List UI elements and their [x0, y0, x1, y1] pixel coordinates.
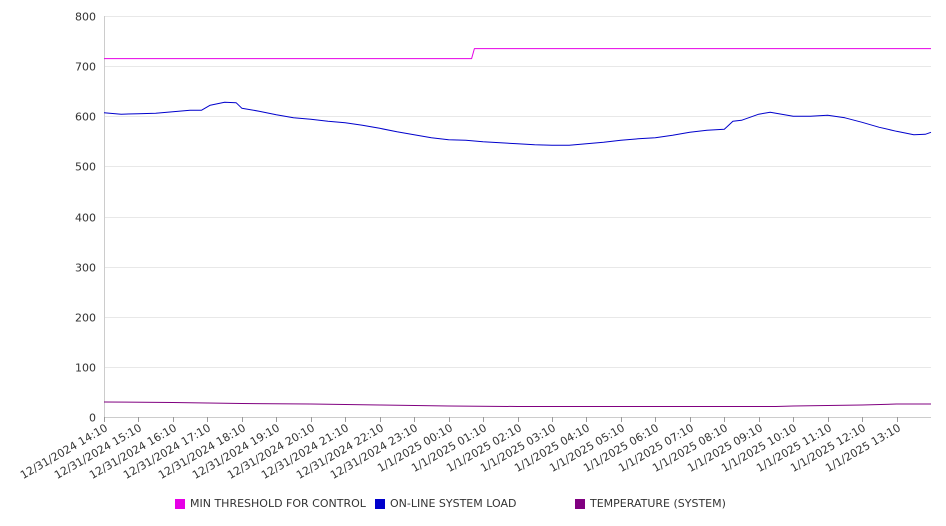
y-tick-label: 600: [75, 111, 96, 124]
y-tick-label: 400: [75, 212, 96, 225]
series-lines: [103, 48, 932, 407]
y-tick-label: 100: [75, 362, 96, 375]
axes: [104, 16, 931, 422]
legend-item-temperature: TEMPERATURE (SYSTEM): [575, 497, 726, 510]
legend-label-temperature: TEMPERATURE (SYSTEM): [590, 497, 726, 510]
y-tick-label: 0: [89, 412, 96, 425]
y-tick-label: 800: [75, 11, 96, 24]
y-tick-label: 200: [75, 312, 96, 325]
legend: MIN THRESHOLD FOR CONTROL ON-LINE SYSTEM…: [0, 497, 946, 515]
legend-item-system-load: ON-LINE SYSTEM LOAD: [375, 497, 516, 510]
y-tick-label: 300: [75, 262, 96, 275]
series-line-temperature: [103, 401, 931, 407]
series-line-system-load: [103, 101, 932, 146]
gridlines: [104, 16, 931, 368]
legend-swatch-min-threshold: [175, 498, 185, 509]
legend-item-min-threshold: MIN THRESHOLD FOR CONTROL: [175, 497, 366, 510]
legend-label-min-threshold: MIN THRESHOLD FOR CONTROL: [190, 497, 366, 510]
legend-swatch-system-load: [375, 498, 385, 509]
y-tick-label: 700: [75, 61, 96, 74]
legend-label-system-load: ON-LINE SYSTEM LOAD: [390, 497, 517, 510]
series-line-min-threshold: [104, 48, 931, 60]
y-tick-labels: 0 100 200 300 400 500 600 700 800: [75, 11, 96, 425]
legend-swatch-temperature: [575, 498, 585, 509]
y-tick-label: 500: [75, 161, 96, 174]
